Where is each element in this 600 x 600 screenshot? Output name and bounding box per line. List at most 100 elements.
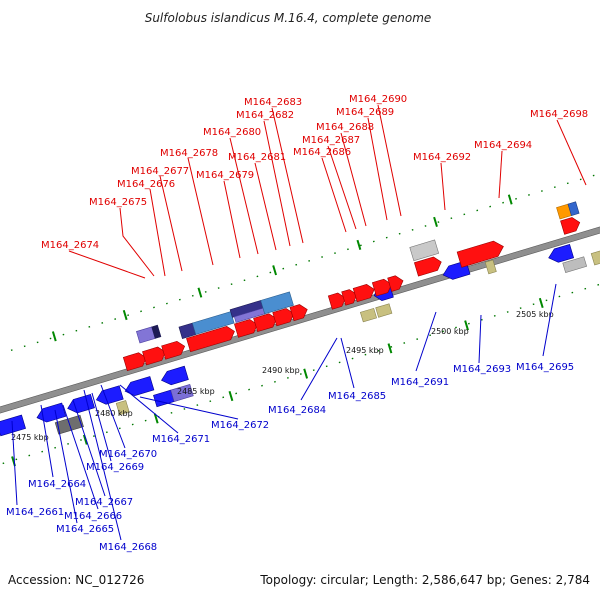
- gene-label[interactable]: M164_2674: [41, 240, 99, 251]
- leader-line: [119, 207, 155, 277]
- leader-line: [68, 250, 146, 279]
- forward-outer-guide: [0, 152, 600, 379]
- leader-line: [72, 399, 106, 497]
- leader-line: [271, 107, 304, 244]
- gene-label[interactable]: M164_2676: [117, 179, 175, 190]
- gene-2667-feature[interactable]: [115, 400, 130, 416]
- reverse-leader-lines: [11, 283, 557, 541]
- gene-2689-feature[interactable]: [371, 277, 393, 297]
- scale-label: 2475 kbp: [11, 433, 49, 442]
- gene-label[interactable]: M164_2689: [336, 107, 394, 118]
- gene-2683-feature[interactable]: [234, 318, 259, 338]
- gene-label[interactable]: M164_2678: [160, 148, 218, 159]
- leader-line: [263, 120, 291, 247]
- leader-line: [11, 420, 18, 506]
- gene-2676-feature[interactable]: [142, 345, 167, 366]
- gene-label[interactable]: M164_2693: [453, 364, 511, 375]
- gene-label[interactable]: M164_2680: [203, 127, 261, 138]
- reverse-labels: M164_2661 M164_2664 M164_2665 M164_2666 …: [6, 362, 574, 553]
- leader-line: [139, 396, 239, 420]
- gene-2699-feature[interactable]: [560, 216, 582, 235]
- leader-line: [498, 150, 503, 199]
- gene-label[interactable]: M164_2677: [131, 166, 189, 177]
- gene-2684-feature[interactable]: [359, 307, 377, 323]
- scale-ticks: [11, 194, 544, 467]
- gene-label[interactable]: M164_2679: [196, 170, 254, 181]
- gene-2694-feature[interactable]: [456, 239, 506, 268]
- forward-genes: [122, 201, 582, 372]
- gene-label[interactable]: M164_2690: [349, 94, 407, 105]
- leader-line: [556, 119, 587, 186]
- gene-2683c-feature[interactable]: [272, 307, 296, 327]
- scale-label: 2485 kbp: [177, 387, 215, 396]
- gene-label[interactable]: M164_2686: [293, 147, 351, 158]
- gene-2695-feature[interactable]: [547, 243, 575, 264]
- gene-label[interactable]: M164_2688: [316, 122, 374, 133]
- gene-2683d-feature[interactable]: [289, 303, 309, 322]
- leader-line: [54, 409, 78, 524]
- leader-line: [340, 132, 367, 227]
- gene-2692b-feature[interactable]: [413, 255, 443, 277]
- gene-label[interactable]: M164_2664: [28, 479, 86, 490]
- gene-2671-feature[interactable]: [170, 383, 194, 402]
- gene-label[interactable]: M164_2691: [391, 377, 449, 388]
- major-tick: [387, 343, 393, 354]
- gene-label[interactable]: M164_2669: [86, 462, 144, 473]
- gene-label[interactable]: M164_2698: [530, 109, 588, 120]
- leader-line: [119, 384, 179, 434]
- gene-label[interactable]: M164_2668: [99, 542, 157, 553]
- gene-label[interactable]: M164_2665: [56, 524, 114, 535]
- gene-label[interactable]: M164_2692: [413, 152, 471, 163]
- gene-2675-feature[interactable]: [122, 351, 148, 372]
- major-tick: [122, 309, 128, 321]
- gene-label[interactable]: M164_2675: [89, 197, 147, 208]
- leader-line: [254, 162, 277, 251]
- gene-2696-feature[interactable]: [590, 249, 600, 266]
- gene-label[interactable]: M164_2671: [152, 434, 210, 445]
- gene-label[interactable]: M164_2666: [64, 511, 122, 522]
- gene-2662-feature[interactable]: [0, 414, 26, 437]
- scale-label: 2500 kbp: [431, 327, 469, 336]
- leader-line: [367, 117, 388, 221]
- gene-label[interactable]: M164_2684: [268, 405, 326, 416]
- gene-2669-feature[interactable]: [159, 365, 189, 387]
- gene-2680-feature[interactable]: [186, 325, 236, 353]
- leader-line: [100, 384, 126, 449]
- gene-2686-feature[interactable]: [327, 291, 347, 310]
- gene-2688-feature[interactable]: [352, 283, 376, 303]
- gene-label[interactable]: M164_2685: [328, 391, 386, 402]
- gene-2687-feature[interactable]: [341, 288, 359, 306]
- major-tick: [356, 239, 362, 250]
- gene-2698b-feature[interactable]: [567, 201, 580, 216]
- scale-labels: 2475 kbp 2480 kbp 2485 kbp 2490 kbp 2495…: [11, 310, 554, 442]
- scale-label: 2505 kbp: [516, 310, 554, 319]
- gene-2685-feature[interactable]: [375, 303, 393, 318]
- gene-2695b-feature[interactable]: [562, 256, 588, 274]
- gene-2692-feature[interactable]: [409, 239, 440, 262]
- gene-label[interactable]: M164_2672: [211, 420, 269, 431]
- gene-2682-feature[interactable]: [260, 291, 294, 315]
- gene-2690-feature[interactable]: [387, 274, 405, 292]
- gene-2693-feature[interactable]: [484, 259, 497, 275]
- gene-2665-feature[interactable]: [66, 393, 95, 415]
- gene-label[interactable]: M164_2667: [75, 497, 133, 508]
- gene-2666-feature[interactable]: [94, 385, 124, 407]
- map-title: Sulfolobus islandicus M.16.4, complete g…: [145, 11, 432, 25]
- leader-line: [187, 157, 214, 266]
- gene-label[interactable]: M164_2661: [6, 507, 64, 518]
- major-tick: [303, 368, 309, 379]
- leader-line: [542, 283, 557, 357]
- gene-2683b-feature[interactable]: [253, 312, 279, 333]
- gene-label[interactable]: M164_2681: [228, 152, 286, 163]
- gene-label[interactable]: M164_2687: [302, 135, 360, 146]
- gene-2674b-feature[interactable]: [151, 324, 162, 339]
- gene-2668-feature[interactable]: [123, 376, 155, 398]
- gene-label[interactable]: M164_2695: [516, 362, 574, 373]
- gene-label[interactable]: M164_2694: [474, 140, 532, 151]
- gene-label[interactable]: M164_2682: [236, 110, 294, 121]
- forward-labels: M164_2674 M164_2675 M164_2676 M164_2677 …: [41, 94, 588, 251]
- gene-label[interactable]: M164_2683: [244, 97, 302, 108]
- gene-label[interactable]: M164_2670: [99, 449, 157, 460]
- gene-2677-feature[interactable]: [161, 340, 187, 360]
